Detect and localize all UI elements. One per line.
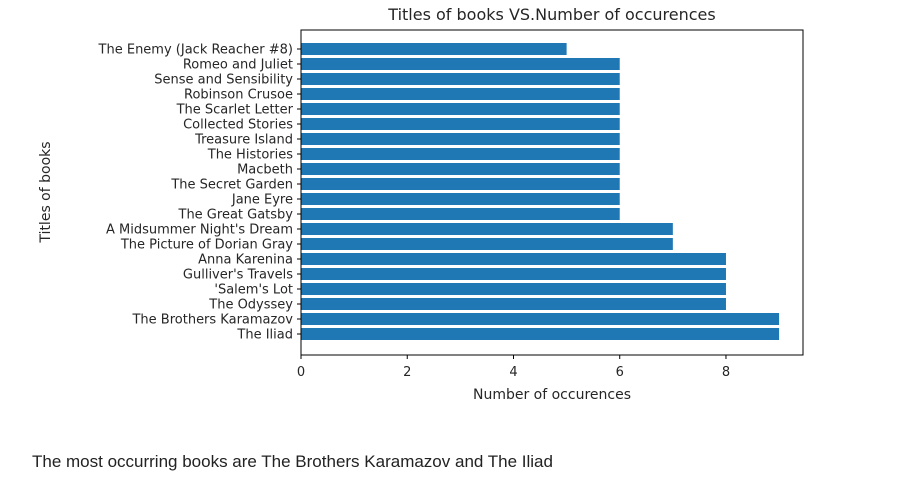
- bar-19: [301, 43, 567, 55]
- y-tick-label-19: The Enemy (Jack Reacher #8): [98, 43, 293, 58]
- summary-text: The most occurring books are The Brother…: [32, 452, 553, 471]
- x-tick-label-2: 4: [509, 365, 517, 380]
- x-tick-label-4: 8: [722, 365, 730, 380]
- y-tick-label-18: Romeo and Juliet: [183, 58, 293, 73]
- bar-6: [301, 238, 673, 250]
- y-tick-label-9: Jane Eyre: [231, 193, 293, 208]
- bar-13: [301, 133, 620, 145]
- bar-16: [301, 88, 620, 100]
- bar-5: [301, 253, 726, 265]
- y-tick-label-16: Robinson Crusoe: [184, 88, 293, 103]
- bar-4: [301, 268, 726, 280]
- bar-9: [301, 193, 620, 205]
- y-tick-label-0: The Iliad: [236, 328, 293, 343]
- bar-14: [301, 118, 620, 130]
- x-axis-label: Number of occurences: [473, 387, 631, 403]
- y-tick-label-17: Sense and Sensibility: [154, 73, 293, 88]
- x-tick-label-1: 2: [403, 365, 411, 380]
- bar-8: [301, 208, 620, 220]
- bar-2: [301, 298, 726, 310]
- bar-17: [301, 73, 620, 85]
- bar-chart: Titles of books VS.Number of occurences …: [38, 5, 804, 403]
- x-axis: 0 2 4 6 8: [297, 355, 730, 380]
- y-tick-label-3: 'Salem's Lot: [214, 283, 293, 298]
- y-tick-label-12: The Histories: [207, 148, 293, 163]
- bar-1: [301, 313, 780, 325]
- x-tick-label-0: 0: [297, 365, 305, 380]
- plot-frame: [300, 29, 804, 356]
- bar-0: [301, 328, 780, 340]
- y-tick-label-11: Macbeth: [237, 163, 293, 178]
- y-tick-label-5: Anna Karenina: [198, 253, 293, 268]
- y-tick-label-8: The Great Gatsby: [178, 208, 294, 223]
- y-tick-label-1: The Brothers Karamazov: [131, 313, 293, 328]
- bar-11: [301, 163, 620, 175]
- bars-group: [301, 43, 780, 340]
- y-tick-label-15: The Scarlet Letter: [176, 103, 294, 118]
- chart-title: Titles of books VS.Number of occurences: [387, 5, 715, 24]
- bar-12: [301, 148, 620, 160]
- y-tick-label-6: The Picture of Dorian Gray: [120, 238, 293, 253]
- bar-18: [301, 58, 620, 70]
- bar-3: [301, 283, 726, 295]
- x-tick-label-3: 6: [616, 365, 624, 380]
- y-tick-label-4: Gulliver's Travels: [183, 268, 293, 283]
- y-axis-label: Titles of books: [38, 141, 54, 243]
- bar-10: [301, 178, 620, 190]
- y-tick-label-10: The Secret Garden: [170, 178, 293, 193]
- y-tick-label-13: Treasure Island: [194, 133, 293, 148]
- bar-15: [301, 103, 620, 115]
- bar-7: [301, 223, 673, 235]
- y-tick-label-14: Collected Stories: [183, 118, 293, 133]
- y-tick-label-7: A Midsummer Night's Dream: [106, 223, 293, 238]
- y-tick-label-2: The Odyssey: [208, 298, 293, 313]
